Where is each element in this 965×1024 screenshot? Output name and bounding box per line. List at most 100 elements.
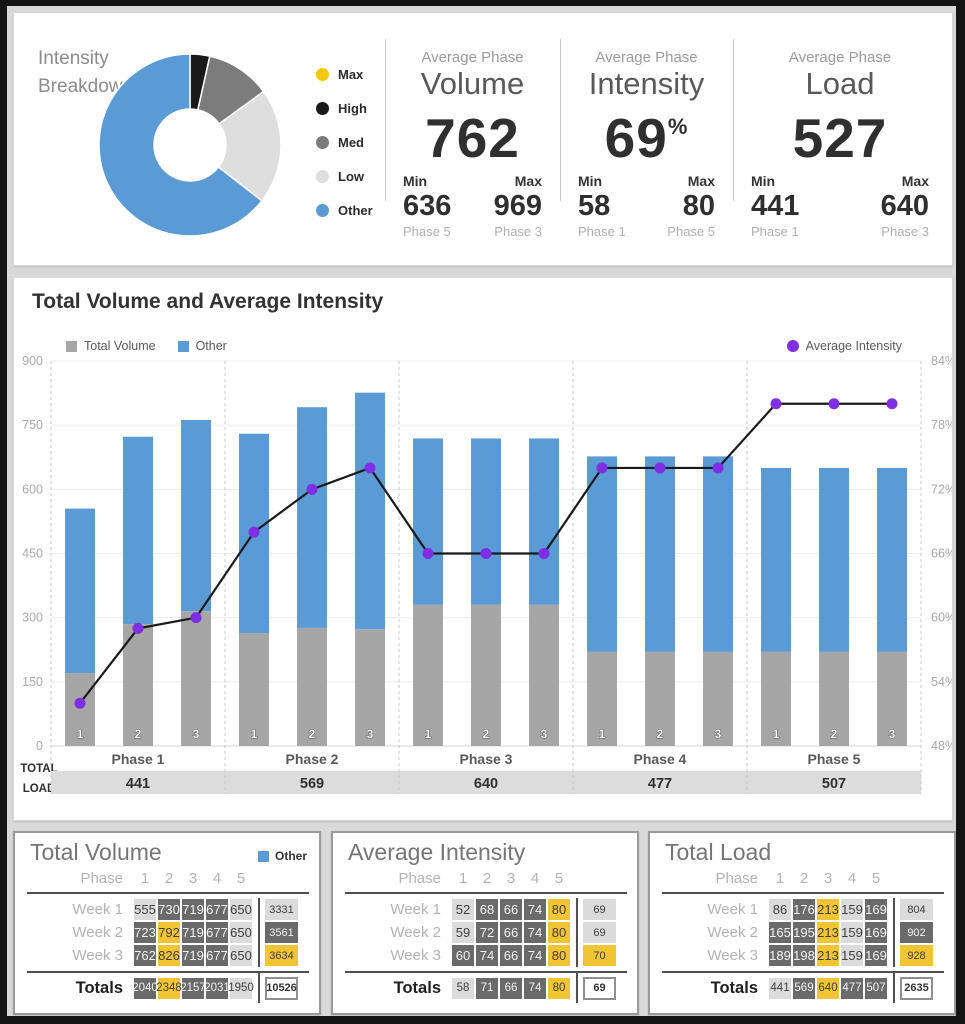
table-cell[interactable]: 2348 <box>156 977 182 999</box>
average-intensity-point[interactable] <box>712 462 724 474</box>
table-cell[interactable]: 159 <box>841 945 863 966</box>
table-cell[interactable]: 80 <box>548 977 570 999</box>
average-intensity-point[interactable] <box>654 462 666 474</box>
bar-segment-other[interactable] <box>355 392 385 630</box>
table-cell[interactable]: 719 <box>182 899 204 920</box>
table-cell[interactable]: 66 <box>500 977 522 999</box>
table-cell[interactable]: 74 <box>476 945 498 966</box>
average-intensity-point[interactable] <box>364 462 376 474</box>
table-cell[interactable]: 68 <box>476 899 498 920</box>
average-intensity-point[interactable] <box>886 398 898 410</box>
bar-segment-total-volume[interactable] <box>355 629 385 746</box>
table-cell[interactable]: 176 <box>793 899 815 920</box>
bar-segment-total-volume[interactable] <box>181 611 211 746</box>
average-intensity-point[interactable] <box>190 612 202 624</box>
row-total-cell[interactable]: 3561 <box>265 922 298 943</box>
table-cell[interactable]: 159 <box>841 899 863 920</box>
table-cell[interactable]: 74 <box>524 899 546 920</box>
legend-item-max[interactable]: Max <box>316 67 373 82</box>
bar-segment-other[interactable] <box>471 438 501 605</box>
average-intensity-point[interactable] <box>132 622 144 634</box>
table-cell[interactable]: 66 <box>500 899 522 920</box>
table-cell[interactable]: 169 <box>865 945 887 966</box>
average-intensity-point[interactable] <box>538 548 550 559</box>
table-cell[interactable]: 826 <box>158 945 180 966</box>
table-cell[interactable]: 74 <box>524 922 546 943</box>
table-cell[interactable]: 52 <box>452 899 474 920</box>
table-cell[interactable]: 169 <box>865 899 887 920</box>
bar-segment-other[interactable] <box>587 456 617 652</box>
average-intensity-point[interactable] <box>828 398 840 410</box>
table-cell[interactable]: 66 <box>500 922 522 943</box>
table-cell[interactable]: 555 <box>134 899 156 920</box>
bar-segment-total-volume[interactable] <box>761 651 791 746</box>
table-cell[interactable]: 72 <box>476 922 498 943</box>
average-intensity-point[interactable] <box>596 462 608 474</box>
table-cell[interactable]: 723 <box>134 922 156 943</box>
row-total-cell[interactable]: 2635 <box>900 976 933 1000</box>
bar-segment-other[interactable] <box>181 420 211 612</box>
bar-segment-other[interactable] <box>297 407 327 628</box>
average-intensity-point[interactable] <box>480 548 492 559</box>
table-cell[interactable]: 762 <box>134 945 156 966</box>
legend-item-other[interactable]: Other <box>316 203 373 218</box>
table-cell[interactable]: 66 <box>500 945 522 966</box>
table-cell[interactable]: 477 <box>841 977 863 999</box>
bar-segment-total-volume[interactable] <box>877 651 907 746</box>
bar-segment-total-volume[interactable] <box>819 651 849 746</box>
average-intensity-point[interactable] <box>74 697 86 709</box>
bar-segment-other[interactable] <box>703 456 733 652</box>
bar-segment-total-volume[interactable] <box>587 651 617 746</box>
legend-item-other[interactable]: Other <box>177 339 227 353</box>
table-cell[interactable]: 677 <box>206 945 228 966</box>
row-total-cell[interactable]: 3634 <box>265 945 298 966</box>
table-cell[interactable]: 719 <box>182 945 204 966</box>
legend-item-low[interactable]: Low <box>316 169 373 184</box>
table-cell[interactable]: 2157 <box>180 977 206 999</box>
bar-segment-total-volume[interactable] <box>239 633 269 746</box>
bar-segment-other[interactable] <box>877 467 907 652</box>
row-total-cell[interactable]: 70 <box>583 945 616 966</box>
bar-segment-other[interactable] <box>645 456 675 652</box>
table-cell[interactable]: 58 <box>452 977 474 999</box>
bar-segment-other[interactable] <box>123 436 153 625</box>
table-cell[interactable]: 441 <box>769 977 791 999</box>
average-intensity-point[interactable] <box>306 483 318 495</box>
bar-segment-other[interactable] <box>761 467 791 652</box>
table-cell[interactable]: 650 <box>230 922 252 943</box>
table-cell[interactable]: 1950 <box>228 977 254 999</box>
row-total-cell[interactable]: 10526 <box>265 976 298 1000</box>
intensity-donut-chart[interactable] <box>94 49 286 241</box>
donut-slice-low[interactable] <box>217 90 282 202</box>
table-cell[interactable]: 569 <box>793 977 815 999</box>
table-cell[interactable]: 677 <box>206 899 228 920</box>
table-cell[interactable]: 650 <box>230 945 252 966</box>
bar-segment-total-volume[interactable] <box>471 604 501 746</box>
table-cell[interactable]: 86 <box>769 899 791 920</box>
table-cell[interactable]: 74 <box>524 945 546 966</box>
table-cell[interactable]: 2031 <box>204 977 230 999</box>
legend-item-high[interactable]: High <box>316 101 373 116</box>
table-cell[interactable]: 74 <box>524 977 546 999</box>
row-total-cell[interactable]: 902 <box>900 922 933 943</box>
table-cell[interactable]: 189 <box>769 945 791 966</box>
bar-segment-total-volume[interactable] <box>413 604 443 746</box>
table-cell[interactable]: 169 <box>865 922 887 943</box>
table-cell[interactable]: 792 <box>158 922 180 943</box>
bar-segment-other[interactable] <box>819 467 849 652</box>
table-cell[interactable]: 195 <box>793 922 815 943</box>
table-cell[interactable]: 198 <box>793 945 815 966</box>
table-cell[interactable]: 159 <box>841 922 863 943</box>
row-total-cell[interactable]: 804 <box>900 899 933 920</box>
legend-item-average-intensity[interactable]: Average Intensity <box>786 339 902 353</box>
bar-segment-total-volume[interactable] <box>645 651 675 746</box>
row-total-cell[interactable]: 69 <box>583 976 616 1000</box>
table-cell[interactable]: 650 <box>230 899 252 920</box>
table-cell[interactable]: 80 <box>548 899 570 920</box>
table-cell[interactable]: 71 <box>476 977 498 999</box>
bar-segment-total-volume[interactable] <box>65 673 95 746</box>
table-cell[interactable]: 59 <box>452 922 474 943</box>
bar-segment-other[interactable] <box>413 438 443 605</box>
table-cell[interactable]: 2040 <box>132 977 158 999</box>
table-cell[interactable]: 213 <box>817 945 839 966</box>
